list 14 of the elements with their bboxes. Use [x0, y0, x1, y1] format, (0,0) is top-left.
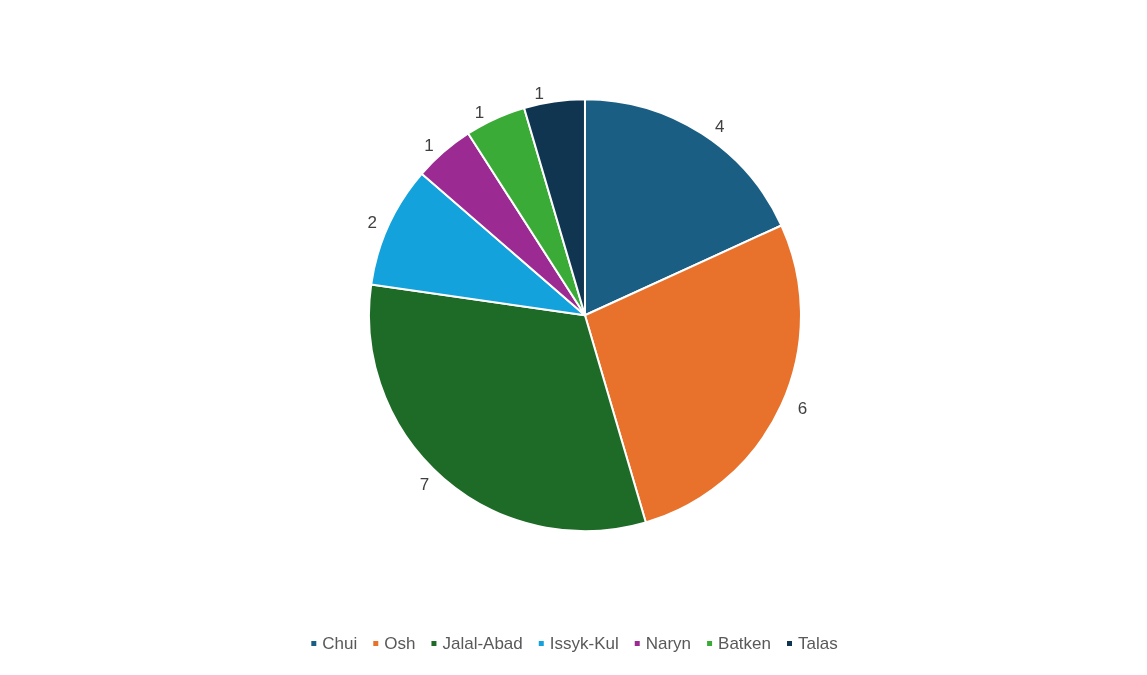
legend-label: Jalal-Abad [442, 634, 523, 653]
data-label: 1 [424, 136, 434, 156]
data-label: 2 [367, 212, 378, 232]
legend-label: Chui [322, 634, 358, 653]
legend-label: Osh [384, 634, 416, 653]
legend-label: Naryn [645, 634, 692, 653]
data-label: 7 [419, 475, 430, 495]
legend-label: Issyk-Kul [549, 634, 619, 653]
legend-label: Talas [798, 634, 838, 653]
data-label: 1 [534, 84, 545, 103]
data-label: 6 [797, 398, 808, 418]
data-label: 1 [474, 103, 485, 122]
legend-label: Batken [718, 634, 772, 653]
data-label: 4 [715, 117, 725, 137]
